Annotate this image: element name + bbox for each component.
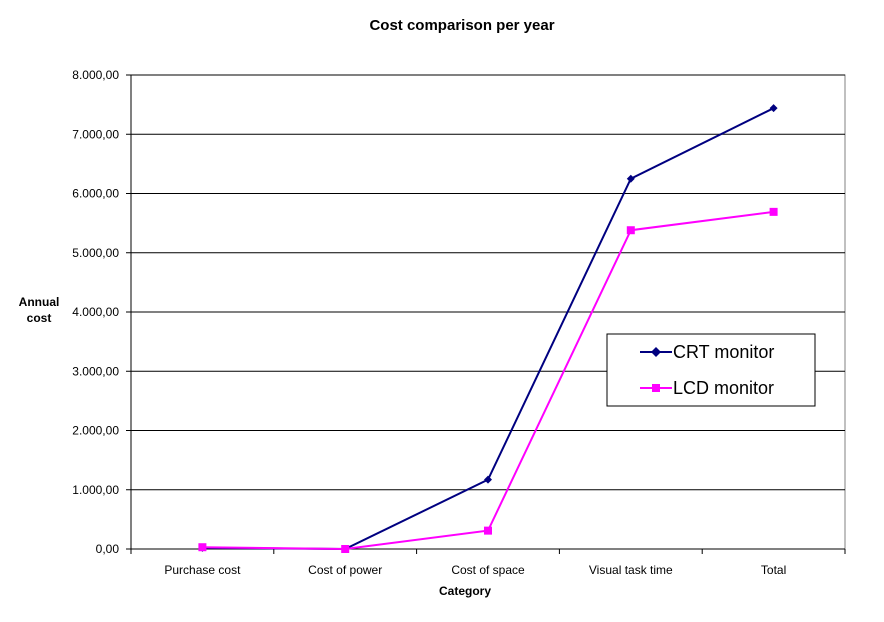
y-tick-label: 2.000,00: [72, 424, 119, 438]
series-layer: [198, 104, 778, 553]
chart-title: Cost comparison per year: [369, 17, 554, 34]
x-tick-label: Cost of space: [451, 563, 525, 577]
data-point: [626, 174, 635, 183]
y-tick-label: 5.000,00: [72, 246, 119, 260]
x-tick-label: Total: [761, 563, 786, 577]
x-axis-tick-labels: Purchase cost Cost of power Cost of space V…: [164, 563, 786, 577]
legend-marker-crt: [651, 347, 661, 357]
data-point: [198, 543, 207, 552]
x-tick-label: Cost of power: [308, 563, 382, 577]
x-tick-label: Purchase cost: [164, 563, 241, 577]
y-tick-label: 8.000,00: [72, 68, 119, 82]
data-point: [626, 226, 635, 235]
series-lcd: [198, 207, 778, 553]
y-tick-label: 3.000,00: [72, 364, 119, 378]
legend-box: [606, 333, 816, 407]
data-point: [484, 526, 492, 535]
y-axis-title-line-1: Annual: [19, 295, 60, 309]
legend-marker-lcd: [652, 384, 660, 392]
x-axis-title: Category: [439, 584, 491, 598]
legend-label-lcd: LCD monitor: [673, 378, 774, 398]
y-tick-label: 7.000,00: [72, 127, 119, 141]
legend: CRT monitor LCD monitor: [606, 333, 816, 407]
data-point: [341, 545, 350, 553]
y-axis-title-line-2: cost: [27, 311, 52, 325]
y-axis-tick-labels: 0,00 1.000,00 2.000,00 3.000,00 4.000,00 5.00…: [72, 68, 119, 556]
data-point: [769, 207, 778, 216]
y-tick-label: 4.000,00: [72, 305, 119, 319]
y-tick-label: 0,00: [96, 542, 120, 556]
x-tick-label: Visual task time: [589, 563, 673, 577]
legend-label-crt: CRT monitor: [673, 342, 774, 362]
data-point: [769, 104, 778, 113]
y-tick-label: 6.000,00: [72, 187, 119, 201]
y-tick-label: 1.000,00: [72, 483, 119, 497]
x-axis-ticks: [130, 549, 846, 554]
data-point: [484, 475, 492, 484]
